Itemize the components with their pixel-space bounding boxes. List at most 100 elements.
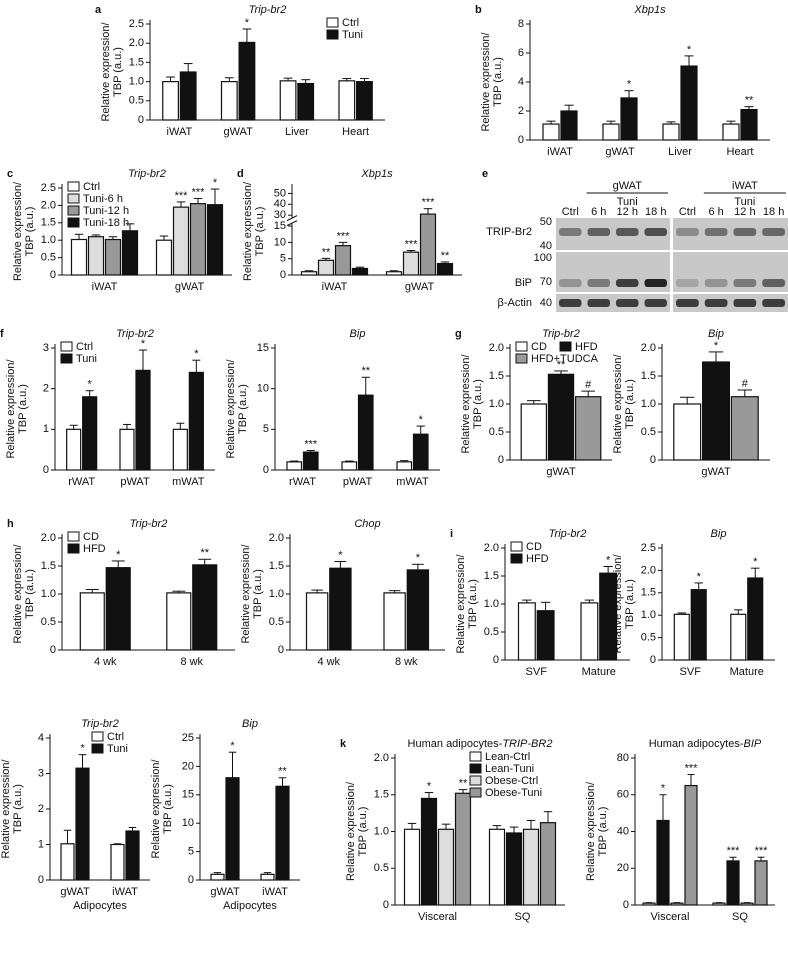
bar [297, 82, 315, 121]
bar [66, 428, 82, 471]
bar [505, 832, 523, 906]
y-tick-label: 30 [274, 209, 286, 221]
y-tick-label: 1.0 [374, 825, 389, 837]
y-tick-label: 0.5 [641, 632, 656, 644]
blot-band [644, 299, 667, 307]
y-axis-label: TBP (a.u.) [252, 569, 264, 619]
bar [747, 577, 764, 661]
chart-title: Xbp1s [360, 168, 393, 180]
legend-label: Tuni-6 h [83, 193, 123, 205]
bar [574, 396, 602, 461]
title-gene: Trip-br2 [249, 4, 287, 16]
bar [329, 567, 352, 651]
bar [690, 589, 707, 661]
bar [406, 569, 430, 651]
blot-band [559, 228, 582, 236]
significance-mark: * [194, 348, 199, 360]
significance-mark: # [585, 379, 592, 391]
y-tick-label: 0 [650, 454, 656, 466]
y-tick-label: 1.0 [41, 588, 56, 600]
bar [620, 97, 638, 141]
y-tick-label: 0 [498, 454, 504, 466]
chart-title: Xbp1s [633, 4, 666, 16]
y-tick-label: 2.0 [374, 752, 389, 764]
bar [82, 396, 98, 471]
y-tick-label: 0 [50, 644, 56, 656]
title-gene: TRIP-BR2 [502, 738, 552, 750]
x-tick-label: Liver [285, 126, 309, 138]
y-axis-label: Relative expression/ [612, 554, 624, 654]
bar [488, 828, 506, 906]
bar [701, 361, 730, 461]
blot-group: gWAT [613, 180, 643, 192]
bar [125, 830, 140, 881]
y-axis-label: Relative expression/ [5, 359, 17, 459]
blot-band [587, 228, 610, 236]
x-tick-label: gWAT [210, 886, 240, 898]
bar [740, 108, 758, 141]
bar [580, 602, 599, 661]
y-tick-label: 1.5 [129, 56, 144, 68]
title-gene: Bip [350, 328, 366, 340]
y-tick-label: 0 [278, 644, 284, 656]
bar [684, 784, 698, 906]
title-gene: Trip-br2 [81, 718, 119, 730]
legend-swatch [91, 731, 104, 742]
bar [730, 396, 759, 461]
y-tick-label: 0 [138, 114, 144, 126]
x-tick-label: Heart [727, 146, 754, 158]
significance-mark: ** [200, 547, 209, 559]
x-axis-label: Adipocytes [223, 900, 277, 912]
y-tick-label: 80 [617, 752, 629, 764]
significance-mark: * [427, 780, 432, 792]
y-axis-label: TBP (a.u.) [597, 807, 609, 857]
x-tick-label: iWAT [112, 886, 138, 898]
lane-label: 12 h [617, 206, 638, 218]
x-tick-label: 4 wk [317, 656, 340, 668]
bar [189, 203, 207, 276]
y-tick-label: 6 [518, 47, 524, 59]
bar [385, 271, 403, 276]
y-tick-label: 0.5 [41, 252, 56, 264]
significance-mark: ** [745, 95, 754, 107]
blot-band [559, 299, 582, 307]
bar [754, 860, 768, 906]
y-axis-label: TBP (a.u.) [17, 384, 29, 434]
y-axis-label: Relative expression/ [455, 554, 467, 654]
axis-break [287, 217, 297, 224]
y-tick-label: 0.5 [374, 862, 389, 874]
lane-label: 6 h [708, 206, 723, 218]
x-tick-label: 8 wk [395, 656, 418, 668]
x-tick-label: SVF [680, 666, 702, 678]
title-gene: Trip-br2 [116, 328, 154, 340]
legend-label: Tuni-18 h [83, 217, 129, 229]
legend-label: Tuni [342, 29, 363, 41]
blot-band [616, 228, 639, 236]
title-gene: Trip-br2 [542, 328, 580, 340]
y-tick-label: 1.0 [489, 398, 504, 410]
y-tick-label: 3 [38, 767, 44, 779]
axis-break-mark [286, 215, 298, 222]
y-tick-label: 0.5 [489, 426, 504, 438]
bar [305, 592, 329, 651]
bar [673, 613, 690, 661]
legend-label: HFD+TUDCA [531, 353, 599, 365]
title-gene: Xbp1s [633, 4, 666, 16]
title-gene: Bip [711, 528, 727, 540]
x-tick-label: 4 wk [94, 656, 117, 668]
y-tick-label: 2.5 [129, 18, 144, 30]
bar [166, 592, 192, 651]
legend-label: Ctrl [76, 341, 93, 353]
blot-band [676, 228, 699, 236]
x-axis-label: gWAT [546, 466, 576, 478]
significance-mark: * [606, 554, 611, 566]
chart-title: Bip [711, 528, 727, 540]
bar [560, 110, 578, 141]
legend-label: CD [83, 531, 99, 543]
bar [334, 245, 352, 276]
y-tick-label: 0 [650, 654, 656, 666]
bar [79, 592, 105, 651]
bar [179, 71, 197, 121]
y-tick-label: 60 [617, 789, 629, 801]
panel-letter: d [237, 168, 244, 180]
